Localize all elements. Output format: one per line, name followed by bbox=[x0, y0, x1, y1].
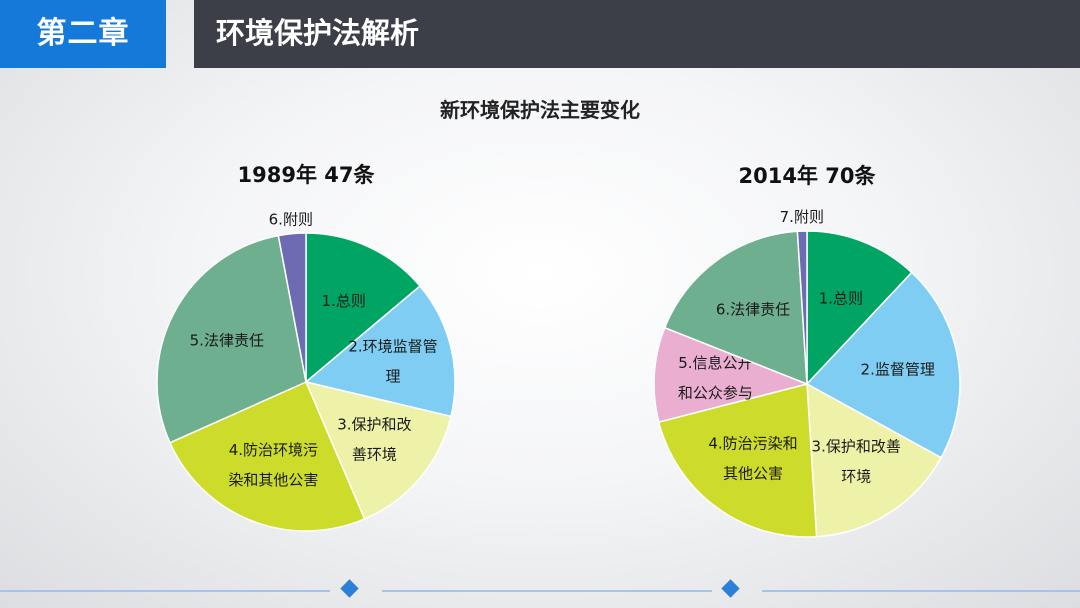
pie-slice-label: 4.防治环境污染和其他公害 bbox=[228, 441, 318, 489]
pie-slice-label: 2.环境监督管理 bbox=[348, 337, 437, 385]
pie-slice bbox=[304, 284, 456, 418]
footer-divider-left bbox=[0, 590, 330, 592]
footer-divider-middle bbox=[382, 590, 712, 592]
pie-slice-label: 6.附则 bbox=[269, 211, 313, 229]
page-title: 环境保护法解析 bbox=[216, 16, 420, 50]
pie-slice-label: 1.总则 bbox=[819, 290, 863, 308]
pie-slice bbox=[168, 381, 366, 532]
pie-slice-label: 3.保护和改善环境 bbox=[812, 438, 901, 486]
pie-slice bbox=[305, 232, 422, 384]
pie-slice-label: 6.法律责任 bbox=[716, 301, 790, 319]
pie-title: 1989年 47条 bbox=[238, 163, 376, 187]
pie-slice bbox=[806, 230, 913, 386]
pie-slice bbox=[277, 232, 307, 383]
pie-slice bbox=[653, 326, 810, 423]
pie-slice bbox=[156, 234, 307, 444]
pie-slice-label: 7.附则 bbox=[780, 208, 824, 226]
pie-slice bbox=[805, 271, 961, 459]
pie-title: 2014年 70条 bbox=[739, 164, 877, 188]
pie-slice bbox=[796, 230, 808, 385]
title-bar: 环境保护法解析 bbox=[194, 0, 1080, 68]
pie-slice-label: 5.法律责任 bbox=[190, 332, 264, 350]
pie-slice bbox=[304, 380, 452, 520]
pie-slice bbox=[806, 382, 943, 538]
chart-main-title: 新环境保护法主要变化 bbox=[440, 98, 640, 122]
footer-divider-right bbox=[762, 590, 1080, 592]
pie-slice-label: 3.保护和改善环境 bbox=[337, 416, 411, 464]
pie-slice-label: 5.信息公开和公众参与 bbox=[678, 354, 753, 402]
pie-slice-label: 4.防治污染和其他公害 bbox=[708, 434, 797, 482]
header: 第二章 环境保护法解析 bbox=[0, 0, 1080, 68]
pie-slice bbox=[657, 383, 818, 538]
pie-slice-label: 2.监督管理 bbox=[861, 361, 935, 379]
pie-slice bbox=[663, 230, 808, 386]
pie-slice-label: 1.总则 bbox=[322, 292, 366, 310]
pie-chart-1: 1989年 47条 1.总则 2.环境监督管理 3.保护和改善环境 4.防治环境污染和其… bbox=[156, 163, 456, 532]
chapter-label: 第二章 bbox=[0, 0, 166, 68]
pie-chart-2: 2014年 70条 1.总则 2.监督管理 3.保护和改善环境 4.防治污染和其他公害 5… bbox=[653, 164, 961, 538]
